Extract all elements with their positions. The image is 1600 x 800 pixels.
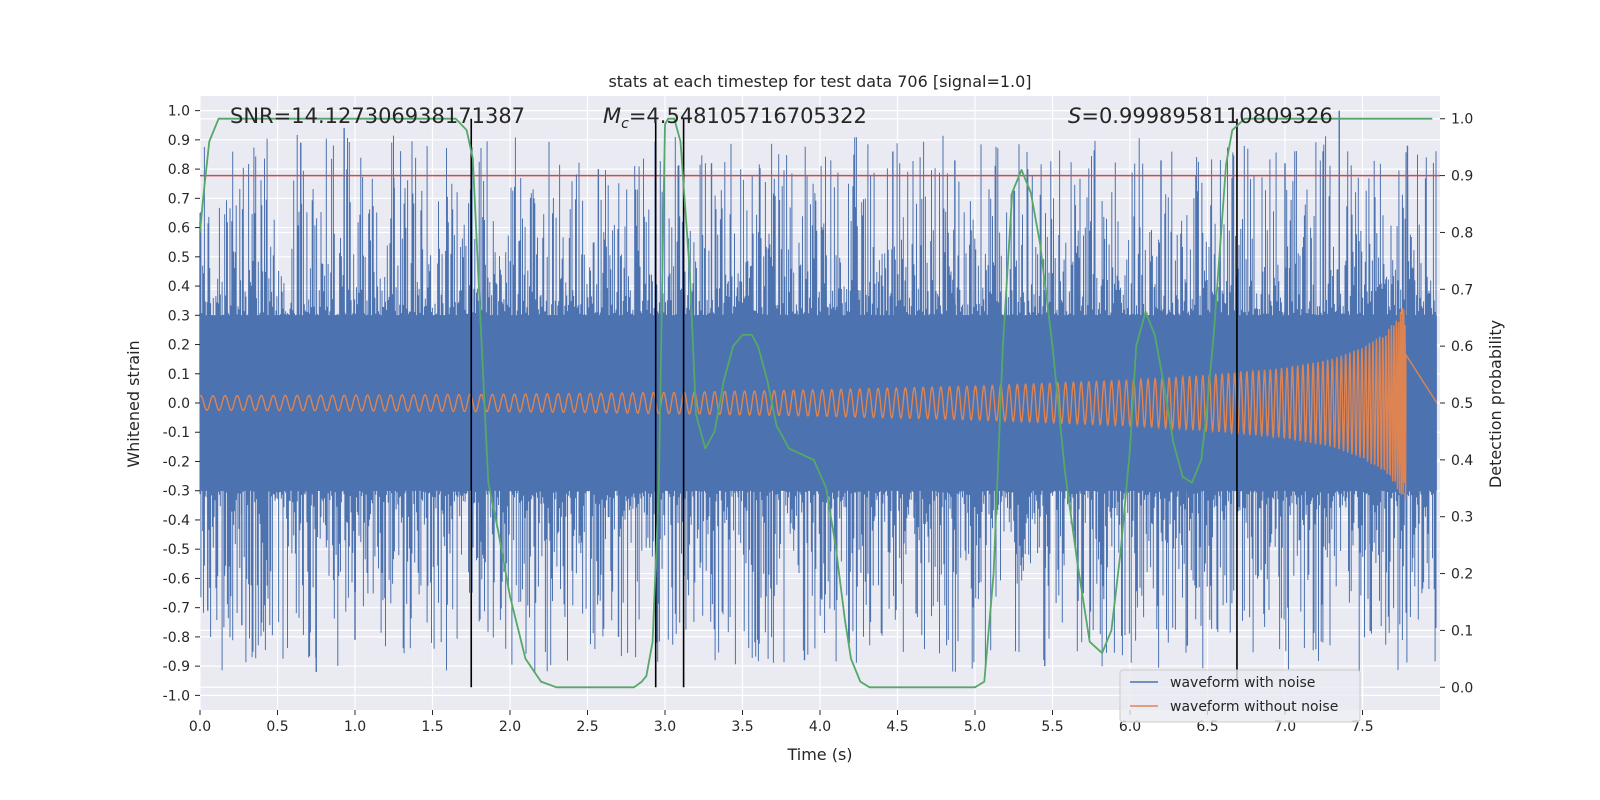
legend-box [1119,669,1361,723]
y-tick-label: 0.1 [168,367,190,383]
annotation-chirp-mass: Mc=4.548105716705322 [603,104,867,132]
y-tick-label: 1.0 [168,104,190,120]
annotation-s-value: =0.9998958110809326 [1081,104,1332,128]
x-tick-label: 3.0 [654,719,676,735]
y-tick-label: 0.8 [168,162,190,178]
y2-tick-label: 0.2 [1451,567,1473,583]
series-waveform-with-noise [199,110,1437,672]
x-tick-label: 5.0 [964,719,986,735]
legend-label-waveform-with-noise: waveform with noise [1170,675,1315,691]
y2-tick-label: 0.1 [1451,623,1473,639]
x-tick-label: 4.5 [886,719,908,735]
y-tick-label: 0.0 [168,396,190,412]
y-tick-label: -0.5 [163,542,190,558]
y2-tick-label: 1.0 [1451,112,1473,128]
x-tick-label: 0.5 [266,719,288,735]
x-tick-label: 3.5 [731,719,753,735]
annotation-mc-value: =4.548105716705322 [629,104,867,128]
y-tick-label: 0.5 [168,250,190,266]
y-tick-label: -0.3 [163,484,190,500]
vertical-lines-layer [470,118,1238,688]
x-tick-label: 0.0 [189,719,211,735]
x-tick-label: 7.5 [1351,719,1373,735]
annotation-mc-symbol: M [603,104,621,128]
x-tick-label: 7.0 [1274,719,1296,735]
y-tick-label: -0.1 [163,425,190,441]
chart-title: stats at each timestep for test data 706… [608,72,1031,91]
y-tick-label: 0.7 [168,191,190,207]
y2-tick-label: 0.3 [1451,510,1473,526]
y2-tick-label: 0.9 [1451,169,1473,185]
x-tick-label: 4.0 [809,719,831,735]
x-tick-label: 2.0 [499,719,521,735]
y-tick-label: -0.4 [163,513,190,529]
x-tick-label: 1.5 [421,719,443,735]
y-tick-label: -1.0 [163,688,190,704]
y2-tick-label: 0.0 [1451,680,1473,696]
y2-tick-label: 0.6 [1451,339,1473,355]
annotation-s-symbol: S [1068,104,1081,128]
legend-label-waveform-without-noise: waveform without noise [1170,699,1338,715]
x-tick-label: 5.5 [1041,719,1063,735]
y2-axis-label: Detection probability [1486,320,1505,488]
legend: waveform with noise waveform without noi… [1119,669,1361,723]
y2-tick-label: 0.7 [1451,282,1473,298]
detection-probability-line [199,117,1433,689]
y-tick-label: -0.7 [163,601,190,617]
y-tick-label: 0.4 [168,279,190,295]
x-tick-label: 2.5 [576,719,598,735]
annotation-snr: SNR=14.127306938171387 [230,104,525,128]
y-axis-label: Whitened strain [124,340,143,467]
y-tick-label: -0.8 [163,630,190,646]
x-axis-label: Time (s) [786,745,852,764]
y-tick-label: 0.2 [168,338,190,354]
series-detection-probability [199,117,1433,689]
annotation-mc-sub: c [621,116,629,132]
y2-tick-label: 0.4 [1451,453,1473,469]
y2-tick-label: 0.5 [1451,396,1473,412]
y-tick-label: -0.2 [163,454,190,470]
x-tick-label: 6.0 [1119,719,1141,735]
y-tick-label: 0.9 [168,133,190,149]
y-tick-label: 0.6 [168,221,190,237]
y-tick-label: 0.3 [168,308,190,324]
y-tick-label: -0.6 [163,571,190,587]
y-tick-label: -0.9 [163,659,190,675]
x-tick-label: 6.5 [1196,719,1218,735]
tick-layer: 0.0 0.5 1.0 1.5 2.0 2.5 3.0 3.5 4.0 4.5 5.0 5.5 6.0 6… [163,104,1474,735]
y2-tick-label: 0.8 [1451,225,1473,241]
x-tick-label: 1.0 [344,719,366,735]
annotation-score: S=0.9998958110809326 [1068,104,1333,128]
